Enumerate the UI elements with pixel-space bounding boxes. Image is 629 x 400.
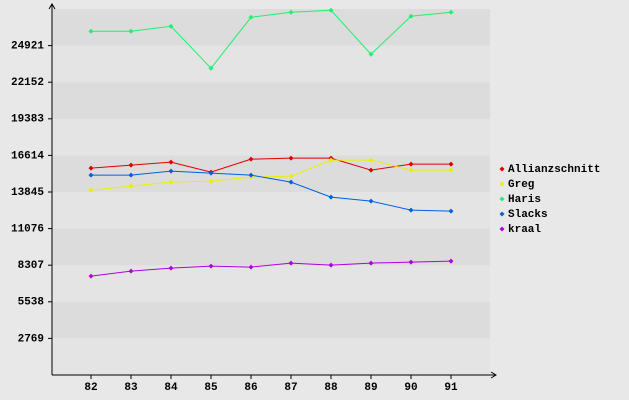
data-point [448, 9, 454, 15]
data-point [128, 183, 134, 189]
data-point [328, 157, 334, 163]
data-point [128, 162, 134, 168]
y-tick-label: 24921 [11, 41, 44, 53]
data-point [368, 198, 374, 204]
grid-band [52, 82, 490, 119]
legend-label: Haris [508, 194, 541, 206]
data-point [168, 159, 174, 165]
data-point [208, 170, 214, 176]
x-tick-label: 83 [124, 382, 138, 394]
data-point [288, 173, 294, 179]
legend-label: Greg [508, 179, 534, 191]
x-tick-label: 86 [244, 382, 257, 394]
data-point [288, 9, 294, 15]
data-point [288, 260, 294, 266]
data-point [328, 7, 334, 13]
legend-marker [499, 196, 505, 202]
x-tick-label: 90 [404, 382, 417, 394]
y-tick-label: 19383 [11, 114, 44, 126]
x-tick-label: 84 [164, 382, 178, 394]
x-tick-label: 91 [444, 382, 458, 394]
data-point [368, 260, 374, 266]
data-point [88, 165, 94, 171]
series-line [91, 170, 452, 212]
data-point [368, 167, 374, 173]
grid-band [52, 301, 490, 339]
data-point [408, 13, 414, 19]
legend-marker [499, 166, 505, 172]
data-point [448, 208, 454, 214]
data-point [168, 179, 174, 185]
y-tick-label: 16614 [11, 150, 44, 162]
legend-marker [499, 181, 505, 187]
x-tick-label: 89 [364, 382, 377, 394]
legend-marker [499, 211, 505, 217]
data-point [368, 51, 374, 57]
data-point [408, 167, 414, 173]
y-tick-label: 11076 [11, 224, 44, 236]
data-point [288, 155, 294, 161]
grid-band [52, 155, 490, 192]
data-point [248, 264, 254, 270]
y-tick-label: 13845 [11, 187, 44, 199]
data-point [248, 14, 254, 20]
data-point [88, 187, 94, 193]
data-point [88, 28, 94, 34]
series-line [90, 260, 452, 277]
data-point [328, 262, 334, 268]
data-point [448, 167, 454, 173]
y-tick-label: 22152 [11, 77, 44, 89]
data-point [128, 28, 134, 34]
data-point [368, 157, 374, 163]
x-axis-arrow [490, 371, 497, 379]
series-line [91, 9, 452, 69]
y-tick-label: 5538 [18, 297, 45, 309]
y-tick-label: 8307 [18, 260, 44, 272]
data-point [408, 259, 414, 265]
grid-band [52, 228, 490, 266]
x-tick-label: 85 [204, 382, 218, 394]
data-point [168, 265, 174, 271]
series-line [90, 157, 451, 173]
data-point [208, 263, 214, 269]
legend-label: kraal [508, 224, 541, 236]
x-tick-label: 87 [284, 382, 297, 394]
grid-band [52, 265, 490, 302]
data-point [288, 179, 294, 185]
data-point [88, 172, 94, 178]
data-point [88, 273, 94, 279]
grid-band [52, 118, 490, 156]
legend-label: Slacks [508, 209, 548, 221]
x-tick-label: 82 [84, 382, 97, 394]
data-point [408, 207, 414, 213]
legend-marker [499, 226, 505, 232]
data-point [248, 156, 254, 162]
series-line [90, 159, 451, 191]
data-point [448, 161, 454, 167]
data-point [448, 258, 454, 264]
data-point [208, 65, 214, 71]
grid-band [52, 45, 490, 83]
data-point [128, 268, 134, 274]
y-tick-label: 2769 [18, 333, 44, 345]
data-point [128, 172, 134, 178]
data-point [248, 172, 254, 178]
y-axis-arrow [48, 3, 56, 10]
legend-label: Allianzschnitt [508, 164, 600, 176]
data-point [328, 194, 334, 200]
data-point [208, 178, 214, 184]
data-point [168, 23, 174, 29]
x-tick-label: 88 [324, 382, 338, 394]
data-point [408, 161, 414, 167]
data-point [168, 168, 174, 174]
grid-band [52, 338, 490, 375]
